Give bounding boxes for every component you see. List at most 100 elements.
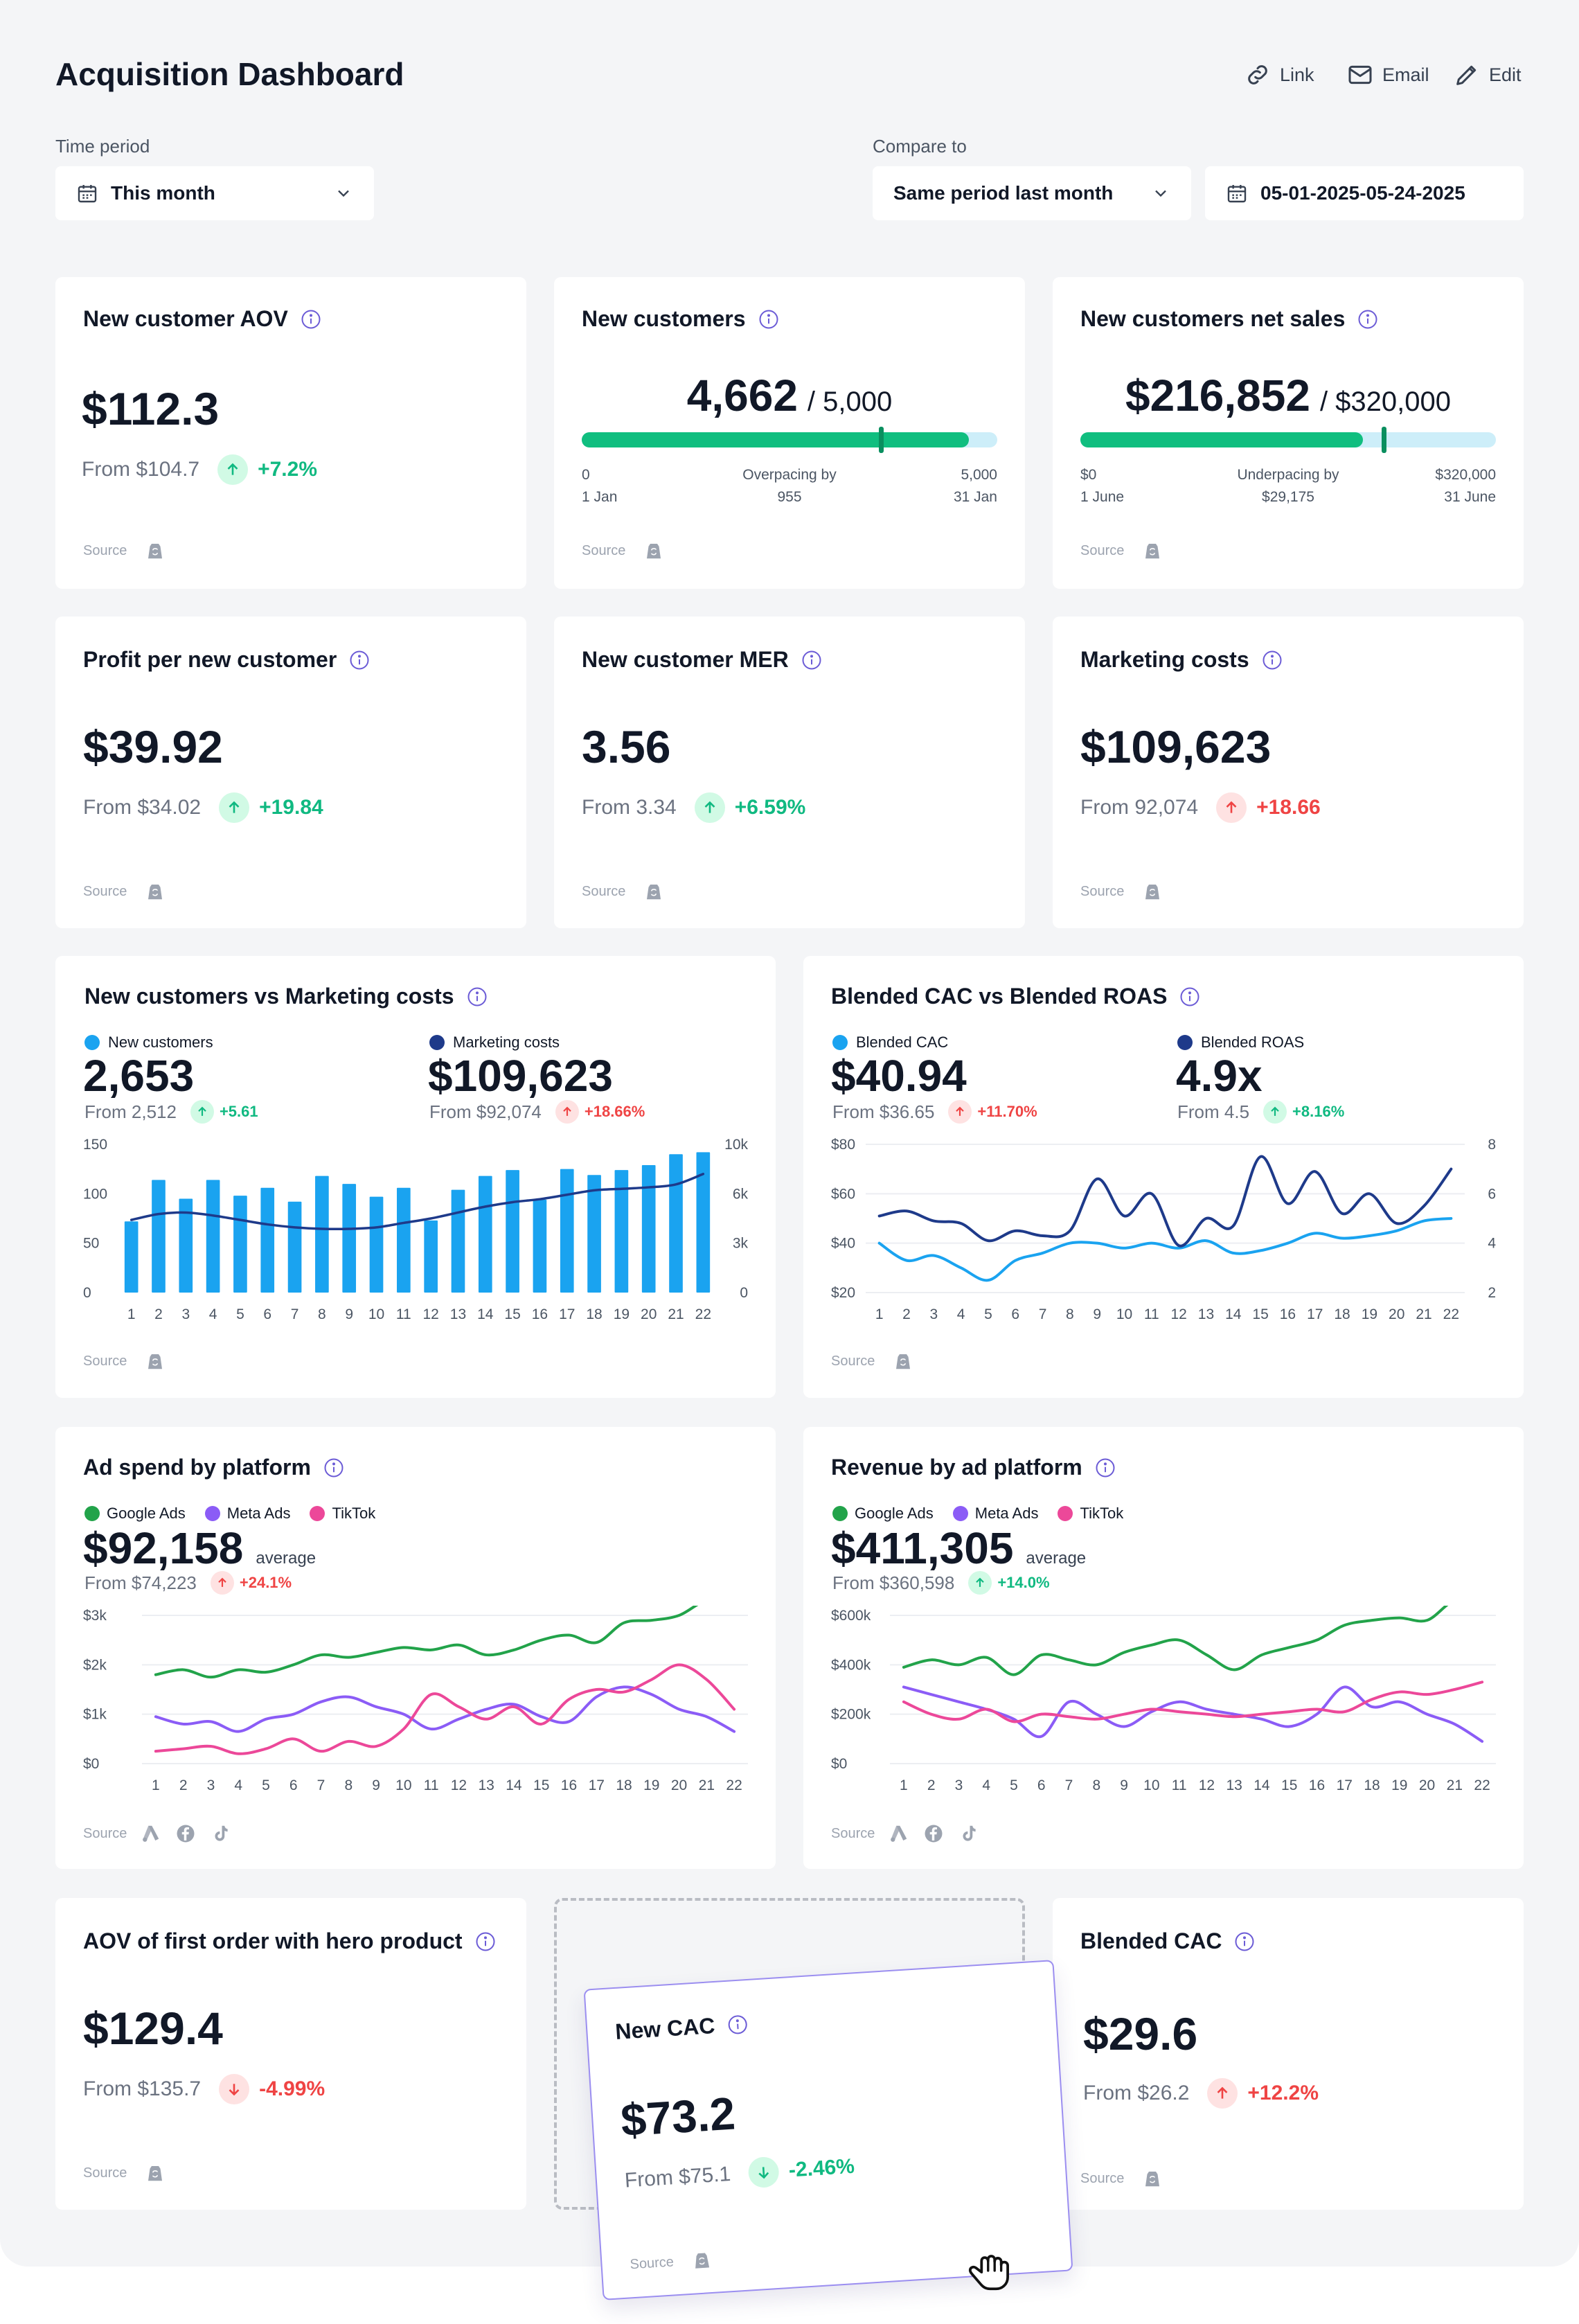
x-tick-label: 17 (1337, 1777, 1353, 1793)
net-sales-card[interactable]: New customers net sales $216,852 / $320,… (1053, 277, 1524, 589)
x-tick-label: 2 (179, 1777, 188, 1793)
x-tick-label: 18 (1334, 1306, 1350, 1322)
page-title: Acquisition Dashboard (55, 56, 404, 92)
y-tick-label: $2k (83, 1657, 107, 1673)
revenue-chart[interactable]: $600k$400k$200k$01 2 3 4 5 6 7 8 9 10 11 12 13 14 15 16… (803, 1606, 1524, 1807)
net-sales-value: $216,852 (1125, 371, 1310, 420)
bar (696, 1152, 711, 1293)
ad-spend-change: +24.1% (239, 1574, 292, 1591)
y-tick-label: $40 (831, 1236, 855, 1252)
shopify-icon (647, 885, 661, 900)
hero-aov-card[interactable]: AOV of first order with hero product $12… (55, 1898, 526, 2210)
y2-tick-label: 0 (740, 1285, 748, 1301)
source-label: Source (1080, 2170, 1125, 2186)
info-icon[interactable] (801, 650, 822, 671)
marketing-costs-card[interactable]: Marketing costs $109,623 From 92,074 +18… (1053, 617, 1524, 928)
aov-card[interactable]: New customer AOV $112.3 From $104.7 +7.2… (55, 277, 526, 589)
info-icon[interactable] (349, 650, 370, 671)
source-label: Source (83, 1353, 127, 1369)
x-tick-label: 8 (1092, 1777, 1100, 1793)
y-tick-label: $80 (831, 1137, 855, 1153)
arrow-up-icon (956, 1106, 965, 1116)
y-tick-label: 0 (83, 1285, 91, 1301)
aov-value: $112.3 (82, 383, 220, 434)
x-tick-label: 10 (1143, 1777, 1159, 1793)
ad-spend-chart[interactable]: $3k$2k$1k$01 2 3 4 5 6 7 8 9 10 11 12 13 14 15 16 17 18 19… (55, 1606, 776, 1807)
x-tick-label: 17 (559, 1306, 575, 1322)
y2-tick-label: 3k (733, 1236, 749, 1252)
x-tick-label: 3 (207, 1777, 215, 1793)
x-tick-label: 20 (1419, 1777, 1435, 1793)
progress-start: 0 (582, 467, 590, 483)
profit-value: $39.92 (83, 721, 223, 772)
hero-aov-value: $129.4 (83, 2003, 223, 2054)
tiktok-icon (215, 1825, 228, 1841)
legend-tiktok: TikTok (1058, 1505, 1123, 1523)
new-cac-card-dragging[interactable]: New CAC $73.2 From $75.1 -2.46% Source (583, 1960, 1073, 2300)
customers-vs-costs-card[interactable]: New customers vs Marketing costs New cus… (55, 956, 776, 1398)
x-tick-label: 19 (614, 1306, 630, 1322)
info-icon[interactable] (1262, 650, 1283, 671)
compare-select[interactable]: Same period last month (873, 166, 1191, 220)
x-tick-label: 11 (1144, 1306, 1159, 1322)
y-tick-label: $0 (83, 1756, 99, 1772)
date-range-picker[interactable]: 05-01-2025-05-24-2025 (1205, 166, 1524, 220)
info-icon[interactable] (1357, 309, 1378, 330)
info-icon[interactable] (1095, 1457, 1116, 1478)
y2-tick-label: 6 (1488, 1186, 1496, 1202)
x-tick-label: 18 (586, 1306, 602, 1322)
arrow-up-icon (227, 463, 238, 475)
x-tick-label: 21 (1447, 1777, 1463, 1793)
shopify-icon (148, 1354, 163, 1369)
progress-start-date: 1 June (1080, 489, 1125, 505)
progress-fill (582, 432, 970, 447)
ad-spend-card[interactable]: Ad spend by platform Google Ads Meta Ads… (55, 1427, 776, 1869)
mer-card[interactable]: New customer MER 3.56 From 3.34 +6.59% S… (554, 617, 1025, 928)
arrow-up-icon (198, 1106, 206, 1116)
ad-spend-suffix: average (256, 1549, 316, 1568)
hero-aov-title: AOV of first order with hero product (83, 1928, 463, 1953)
x-tick-label: 3 (181, 1306, 190, 1322)
bar (206, 1180, 220, 1293)
time-period-label: Time period (55, 136, 150, 157)
x-tick-label: 4 (957, 1306, 965, 1322)
x-tick-label: 4 (982, 1777, 990, 1793)
cac-vs-roas-card[interactable]: Blended CAC vs Blended ROAS Blended CAC … (803, 956, 1524, 1398)
profit-card[interactable]: Profit per new customer $39.92 From $34.… (55, 617, 526, 928)
x-tick-label: 16 (532, 1306, 548, 1322)
info-icon[interactable] (726, 2014, 749, 2036)
blended-cac-card[interactable]: Blended CAC $29.6 From $26.2 +12.2% Sour… (1053, 1898, 1524, 2210)
legend-dot (84, 1035, 100, 1050)
legend-dot (832, 1035, 848, 1050)
link-button[interactable]: Link (1244, 61, 1314, 89)
edit-button[interactable]: Edit (1453, 61, 1522, 89)
info-icon[interactable] (1179, 986, 1200, 1007)
marketing-costs-change: +18.66 (1256, 796, 1321, 819)
info-icon[interactable] (1234, 1931, 1255, 1952)
new-customers-value: 4,662 (686, 371, 798, 420)
info-icon[interactable] (758, 309, 779, 330)
series-line-marketing-costs (130, 1173, 705, 1230)
revenue-value: $411,305 (831, 1523, 1014, 1573)
email-button[interactable]: Email (1346, 61, 1429, 89)
info-icon[interactable] (467, 986, 488, 1007)
info-icon[interactable] (475, 1931, 496, 1952)
new-customers-card[interactable]: New customers 4,662 / 5,000 0 1 Jan Over… (554, 277, 1025, 589)
series-line-blended-cac (877, 1217, 1453, 1282)
mer-change: +6.59% (734, 796, 806, 819)
x-tick-label: 11 (396, 1306, 411, 1322)
info-icon[interactable] (301, 309, 321, 330)
y2-tick-label: 2 (1488, 1285, 1496, 1301)
time-period-select[interactable]: This month (55, 166, 374, 220)
arrow-up-icon (1271, 1106, 1279, 1116)
mer-from: From 3.34 (582, 796, 677, 819)
x-tick-label: 18 (1364, 1777, 1380, 1793)
blended-cac-value: $40.94 (831, 1051, 967, 1101)
revenue-card[interactable]: Revenue by ad platform Google Ads Meta A… (803, 1427, 1524, 1869)
bar (397, 1187, 411, 1293)
info-icon[interactable] (323, 1457, 344, 1478)
hero-aov-from: From $135.7 (83, 2077, 202, 2100)
